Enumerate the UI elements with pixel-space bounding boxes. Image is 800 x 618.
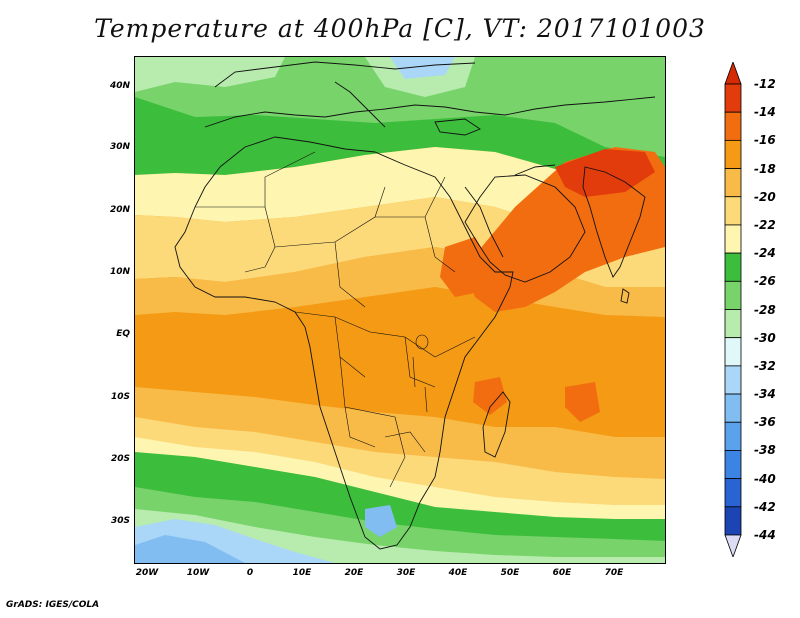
coastlines bbox=[174, 61, 656, 550]
colorbar-label: -32 bbox=[754, 358, 776, 373]
field-north-28 bbox=[135, 57, 285, 92]
lat-label-20n: 20N bbox=[109, 205, 130, 215]
lon-label-20e: 20E bbox=[344, 568, 364, 578]
colorbar-swatch bbox=[724, 83, 742, 113]
colorbar-swatch bbox=[724, 393, 742, 423]
colorbar-swatch bbox=[724, 450, 742, 480]
colorbar-swatch bbox=[724, 168, 742, 198]
colorbar-swatch bbox=[724, 309, 742, 339]
field-band-22 bbox=[135, 147, 665, 247]
colorbar-label: -42 bbox=[754, 499, 776, 514]
field-med-32 bbox=[390, 57, 455, 79]
lat-label-30s: 30S bbox=[110, 516, 130, 526]
colorbar-swatch bbox=[724, 365, 742, 395]
colorbar-bottom-arrow bbox=[724, 534, 742, 557]
field-madagascar-14 bbox=[473, 377, 507, 415]
colorbar-label: -30 bbox=[754, 330, 776, 345]
colorbar-swatch bbox=[724, 252, 742, 282]
credit-text: GrADS: IGES/COLA bbox=[6, 600, 100, 610]
colorbar-label: -28 bbox=[754, 302, 776, 317]
lat-label-10s: 10S bbox=[110, 392, 130, 402]
lat-label-eq: EQ bbox=[116, 329, 130, 339]
lon-label-0: 0 bbox=[246, 568, 254, 578]
lon-label-70e: 70E bbox=[604, 568, 624, 578]
field-safrica-34 bbox=[365, 505, 397, 537]
colorbar-label: -16 bbox=[754, 133, 776, 148]
colorbar-label: -34 bbox=[754, 387, 776, 402]
colorbar-label: -36 bbox=[754, 415, 776, 430]
field-north-24 bbox=[135, 97, 665, 207]
lon-label-30e: 30E bbox=[396, 568, 416, 578]
colorbar-label: -26 bbox=[754, 274, 776, 289]
colorbar bbox=[724, 62, 742, 557]
lon-label-50e: 50E bbox=[500, 568, 520, 578]
colorbar-label: -20 bbox=[754, 189, 776, 204]
colorbar-swatch bbox=[724, 139, 742, 169]
lat-label-10n: 10N bbox=[109, 267, 130, 277]
colorbar-swatch bbox=[724, 337, 742, 367]
colorbar-swatch bbox=[724, 478, 742, 508]
lat-label-30n: 30N bbox=[109, 142, 130, 152]
map-plot-area bbox=[134, 56, 666, 564]
colorbar-label: -22 bbox=[754, 217, 776, 232]
colorbar-label: -24 bbox=[754, 246, 776, 261]
colorbar-label: -18 bbox=[754, 161, 776, 176]
colorbar-swatch bbox=[724, 280, 742, 310]
colorbar-swatch bbox=[724, 111, 742, 141]
colorbar-top-arrow bbox=[724, 62, 742, 85]
lon-label-40e: 40E bbox=[448, 568, 468, 578]
temperature-map bbox=[135, 57, 665, 563]
colorbar-label: -12 bbox=[754, 77, 776, 91]
lon-label-20w: 20W bbox=[135, 568, 159, 578]
country-borders bbox=[195, 151, 476, 488]
chart-title: Temperature at 400hPa [C], VT: 201710100… bbox=[94, 14, 706, 43]
lat-label-20s: 20S bbox=[110, 454, 130, 464]
colorbar-label: -44 bbox=[754, 528, 776, 542]
colorbar-label: -40 bbox=[754, 471, 776, 486]
colorbar-swatch bbox=[724, 196, 742, 226]
lakes bbox=[412, 334, 429, 413]
colorbar-label: -14 bbox=[754, 105, 776, 120]
lon-label-10w: 10W bbox=[186, 568, 210, 578]
lon-label-60e: 60E bbox=[552, 568, 572, 578]
colorbar-swatch bbox=[724, 224, 742, 254]
field-south-34 bbox=[135, 535, 245, 563]
field-indianocean-14 bbox=[565, 382, 600, 422]
lat-label-40n: 40N bbox=[109, 81, 130, 91]
colorbar-label: -38 bbox=[754, 443, 776, 458]
colorbar-swatch bbox=[724, 506, 742, 536]
field-india-12 bbox=[555, 149, 655, 197]
colorbar-swatch bbox=[724, 421, 742, 451]
lon-label-10e: 10E bbox=[292, 568, 312, 578]
